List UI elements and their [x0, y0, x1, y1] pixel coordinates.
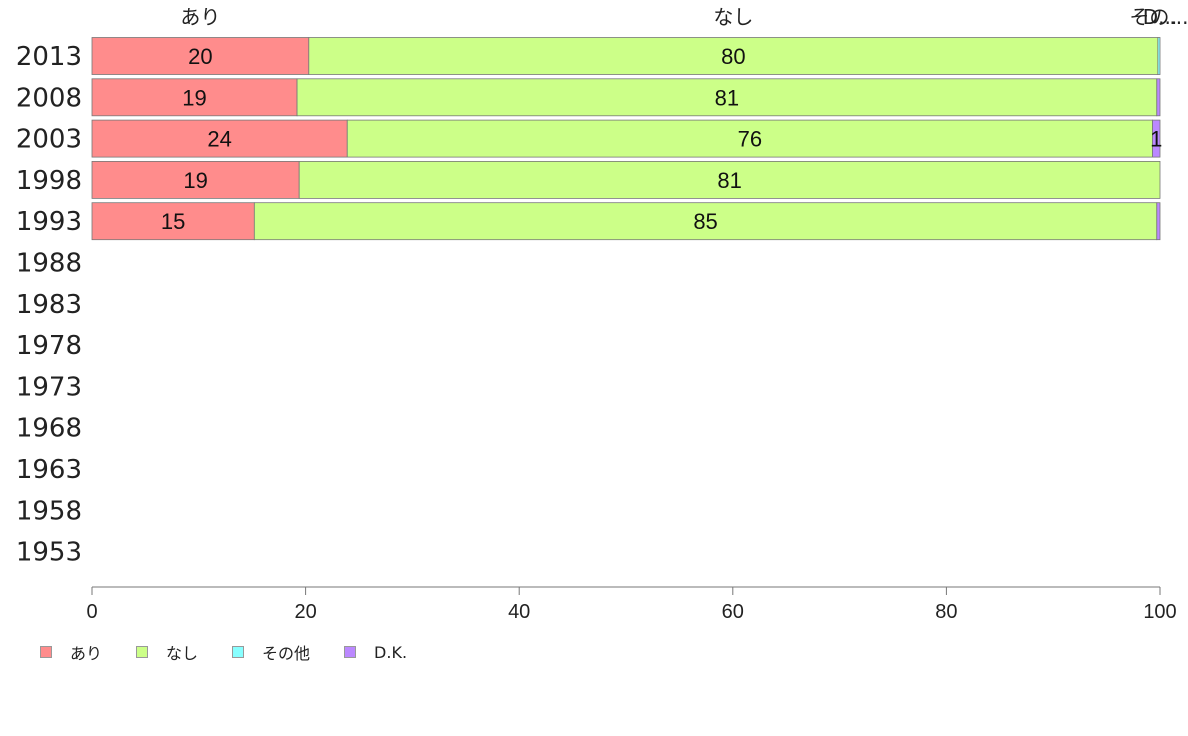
- bar-value-label: 19: [183, 168, 207, 193]
- x-tick-label: 0: [86, 601, 97, 623]
- series-top-label: D...: [1143, 5, 1177, 29]
- x-tick-label: 40: [508, 601, 530, 623]
- bar-segment: [253, 202, 1158, 241]
- category-label: 1978: [16, 331, 82, 361]
- series-top-label: あり: [180, 5, 220, 29]
- bar-segment: [1152, 119, 1161, 158]
- bar-value-label: 81: [715, 85, 739, 110]
- category-label: 1993: [16, 207, 82, 237]
- legend-swatch-sonota: [232, 646, 245, 658]
- category-label: 1953: [16, 538, 82, 568]
- bar-segment: [1156, 202, 1161, 241]
- legend-label-sonota: その他: [262, 644, 311, 663]
- category-label: 2008: [16, 83, 82, 113]
- legend-swatch-nashi: [136, 646, 149, 658]
- x-tick-label: 100: [1143, 601, 1176, 623]
- bar-segment: [91, 78, 298, 117]
- category-label: 2003: [16, 125, 82, 155]
- bar-value-label: 20: [188, 44, 212, 69]
- series-top-label: その...: [1129, 5, 1188, 29]
- category-label: 1968: [16, 414, 82, 444]
- chart-legend: あり なし その他 D.K.: [40, 640, 441, 664]
- bar-value-label: 1: [1150, 127, 1162, 152]
- bar-value-label: 76: [738, 127, 762, 152]
- bar-value-label: 80: [721, 44, 745, 69]
- bar-segment: [91, 160, 300, 199]
- legend-label-nashi: なし: [166, 644, 199, 663]
- bar-value-label: 81: [717, 168, 741, 193]
- legend-item-sonota: その他: [232, 640, 310, 664]
- category-label: 1983: [16, 290, 82, 320]
- bar-value-label: 19: [182, 85, 206, 110]
- legend-item-dk: D.K.: [344, 643, 407, 662]
- category-label: 1988: [16, 249, 82, 279]
- series-top-label: なし: [713, 5, 753, 29]
- bar-value-label: 85: [693, 209, 717, 234]
- bar-value-label: 15: [161, 209, 185, 234]
- category-label: 1963: [16, 455, 82, 485]
- bar-segment: [1156, 78, 1161, 117]
- bar-value-label: 24: [207, 127, 231, 152]
- bar-segment: [308, 37, 1159, 75]
- legend-item-nashi: なし: [136, 640, 198, 664]
- legend-swatch-dk: [344, 646, 357, 658]
- category-label: 1998: [16, 166, 82, 196]
- bar-segment: [91, 119, 348, 158]
- legend-label-dk: D.K.: [374, 642, 408, 662]
- category-label: 2013: [16, 42, 82, 72]
- bar-segment: [1157, 37, 1161, 75]
- x-tick-label: 20: [294, 601, 316, 623]
- x-tick-label: 80: [935, 601, 957, 623]
- category-label: 1973: [16, 372, 82, 402]
- category-label: 1958: [16, 496, 82, 526]
- legend-item-ari: あり: [40, 640, 102, 664]
- bar-segment: [346, 119, 1153, 158]
- legend-swatch-ari: [40, 646, 52, 658]
- bar-segment: [91, 37, 310, 75]
- bar-segment: [298, 160, 1161, 199]
- bar-segment: [296, 78, 1158, 117]
- legend-label-ari: あり: [70, 644, 103, 663]
- x-tick-label: 60: [722, 601, 744, 623]
- bar-segment: [91, 202, 255, 241]
